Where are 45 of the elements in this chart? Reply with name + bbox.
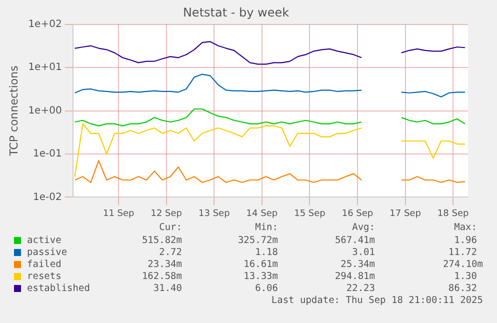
text: 22.23 — [346, 283, 375, 294]
x-tick-label: 16 Sep — [342, 208, 374, 219]
y-tick-label: 1e-01 — [32, 148, 62, 160]
text: 3.01 — [352, 247, 375, 258]
text: 31.40 — [153, 283, 182, 294]
text: 294.81m — [334, 271, 375, 282]
text: Last update: Thu Sep 18 21:00:11 2025 — [271, 295, 483, 306]
text: 25.34m — [340, 259, 375, 270]
text: 16.61m — [244, 259, 278, 270]
legend-label: passive — [27, 247, 68, 258]
text: 325.72m — [238, 235, 278, 246]
text: 11.72 — [448, 247, 477, 258]
legend-label: failed — [27, 259, 62, 270]
y-tick-label: 1e+01 — [28, 62, 62, 74]
chart-title: Netstat - by week — [182, 5, 290, 20]
text: 1.18 — [255, 247, 278, 258]
y-tick-label: 1e+00 — [28, 105, 62, 116]
x-tick-label: 13 Sep — [198, 208, 230, 219]
text: Max: — [454, 222, 477, 233]
legend-label: established — [27, 283, 90, 294]
y-tick-label: 1e-02 — [32, 192, 62, 203]
x-tick-label: 15 Sep — [294, 208, 326, 219]
text: 515.82m — [142, 235, 182, 246]
text: 2.72 — [159, 247, 182, 258]
text: 274.10m — [442, 259, 483, 270]
legend-label: active — [27, 235, 62, 246]
text: 13.33m — [244, 271, 278, 282]
x-tick-label: 18 Sep — [437, 208, 469, 219]
text: Avg: — [352, 222, 375, 233]
x-tick-label: 17 Sep — [390, 208, 422, 219]
x-tick-label: 11 Sep — [102, 208, 135, 219]
text: 86.32 — [448, 283, 477, 294]
text: 6.06 — [255, 283, 278, 294]
legend-label: resets — [27, 271, 62, 282]
y-tick-label: 1e+02 — [28, 18, 62, 30]
text: Cur: — [159, 222, 182, 233]
x-tick-label: 14 Sep — [246, 208, 278, 219]
text: 1.96 — [454, 235, 477, 246]
text: 162.58m — [142, 271, 182, 282]
text: 567.41m — [334, 235, 375, 246]
text: 1.30 — [454, 271, 477, 282]
x-tick-label: 12 Sep — [150, 208, 182, 219]
text: 23.34m — [148, 259, 182, 270]
y-axis-title: TCP connections — [7, 65, 20, 157]
text: Min: — [255, 222, 278, 233]
